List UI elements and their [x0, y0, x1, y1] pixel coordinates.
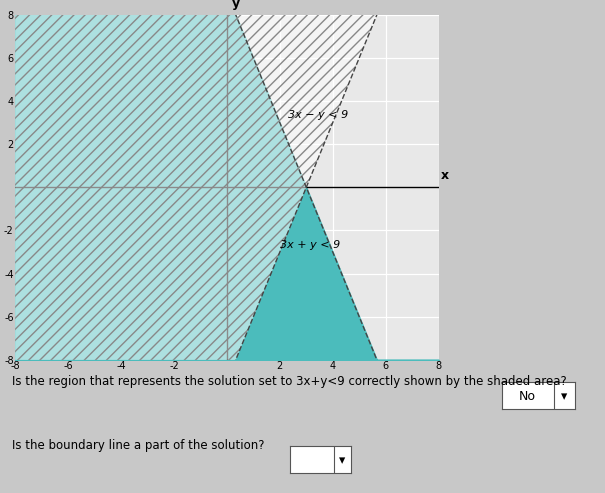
Text: 3x + y < 9: 3x + y < 9 — [280, 240, 340, 250]
Text: 3x − y < 9: 3x − y < 9 — [288, 110, 348, 120]
Text: Is the boundary line a part of the solution?: Is the boundary line a part of the solut… — [12, 439, 264, 452]
Text: ▾: ▾ — [339, 455, 345, 467]
Text: y: y — [232, 0, 240, 10]
Text: No: No — [519, 390, 536, 403]
Text: ▾: ▾ — [561, 390, 567, 403]
Text: Is the region that represents the solution set to 3x+y<9 correctly shown by the : Is the region that represents the soluti… — [12, 375, 567, 387]
Text: x: x — [441, 169, 450, 182]
